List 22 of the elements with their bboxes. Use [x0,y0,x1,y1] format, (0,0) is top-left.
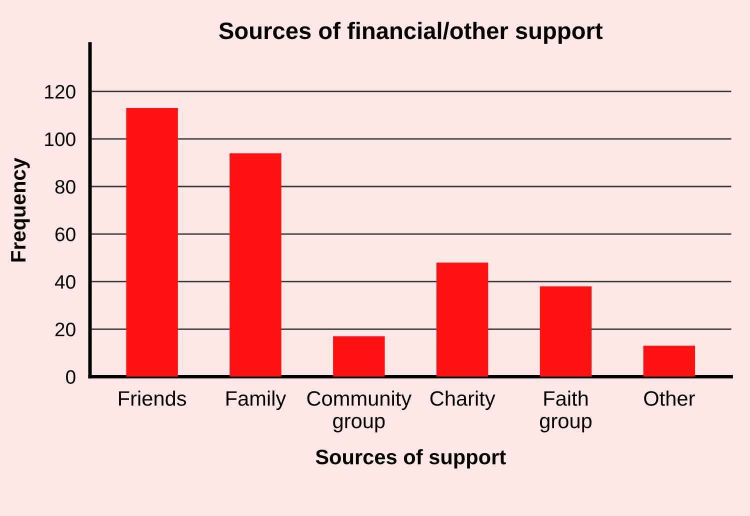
x-tick-label: Other [644,390,695,406]
x-tick-label: Charity [430,390,496,410]
bar [230,153,282,377]
x-tick-label: Friends [119,390,186,406]
chart-title: Sources of financial/other support [219,22,603,44]
bar [643,346,696,377]
bar [333,336,385,377]
x-tick-label: Faith group [540,390,592,432]
y-tick-label: 0 [66,370,76,384]
x-axis-title: Sources of support [316,449,506,469]
bar [540,286,592,377]
bar [436,262,488,377]
y-tick-label: 100 [45,132,76,146]
y-tick-label: 20 [55,322,76,336]
x-tick-label: Community group [307,390,412,432]
y-tick-label: 40 [54,275,76,289]
y-axis-title: Frequency [11,158,30,262]
x-tick-label: Family [226,390,286,410]
y-tick-label: 60 [55,228,76,242]
y-tick-label: 80 [55,180,76,194]
y-tick-label: 120 [45,84,76,99]
bar [126,108,178,377]
